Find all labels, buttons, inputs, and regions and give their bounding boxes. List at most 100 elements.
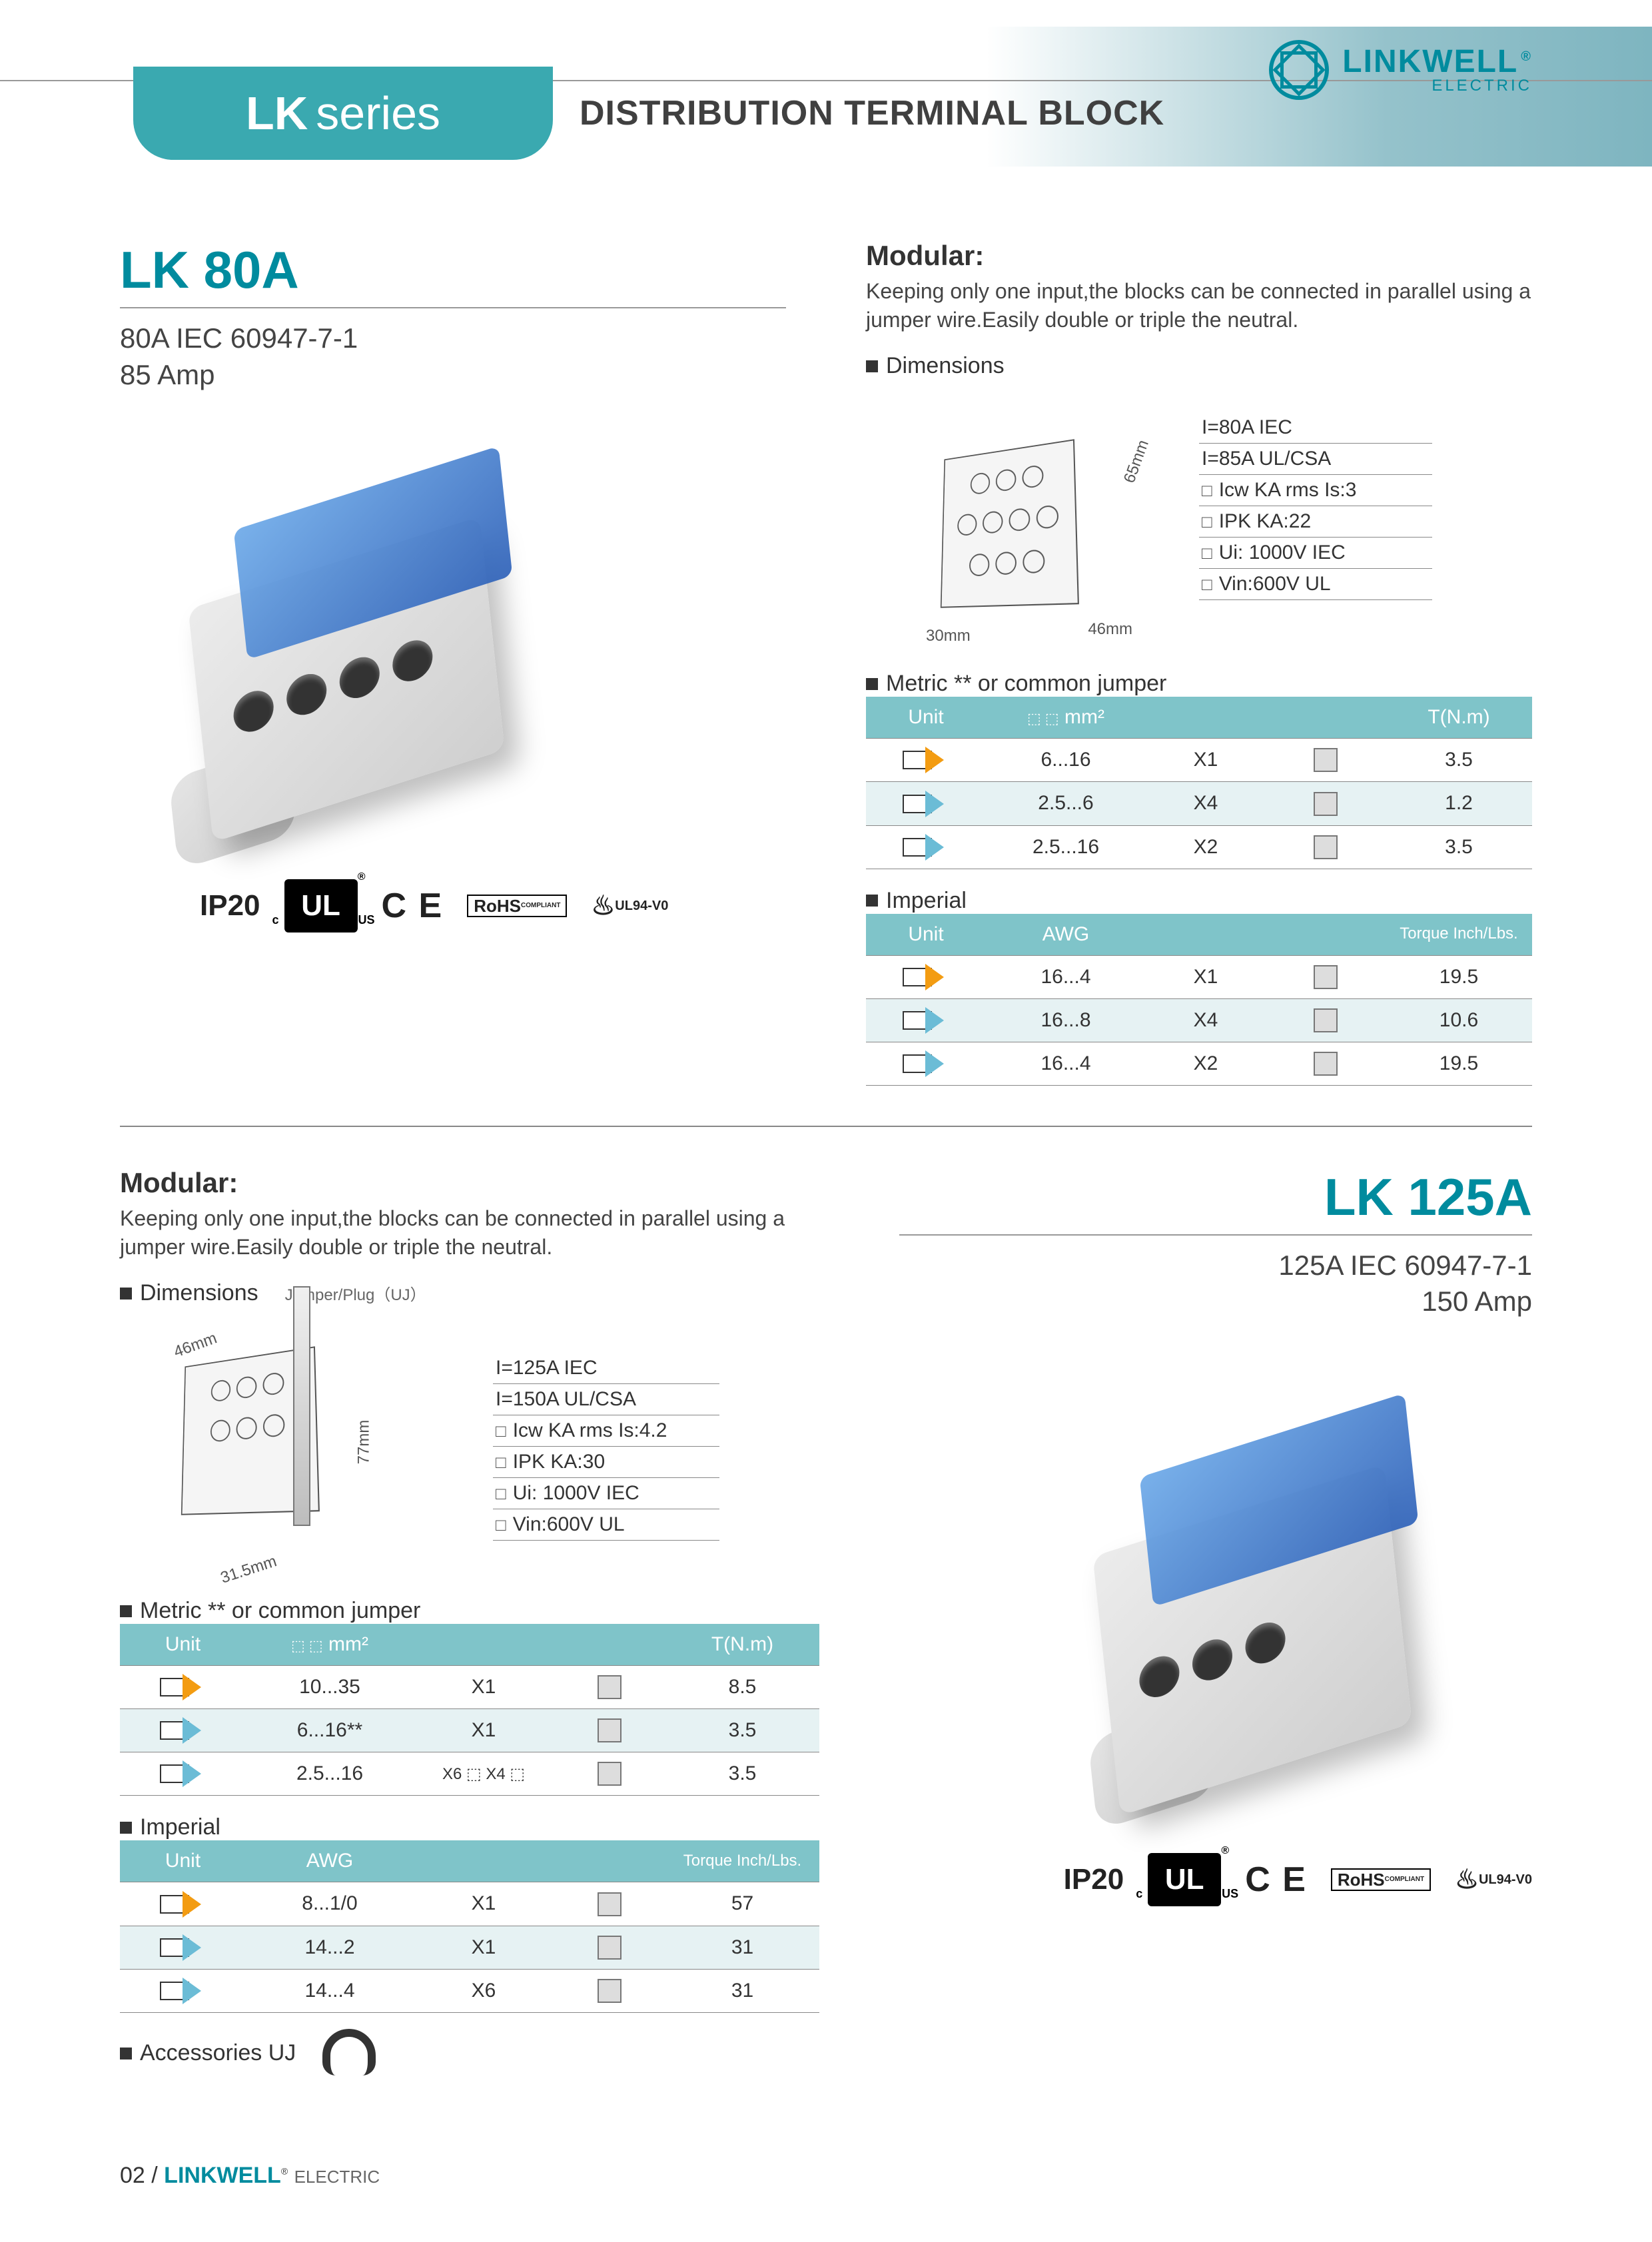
lk80a-sub1: 80A IEC 60947-7-1	[120, 320, 786, 357]
table-row: 16...4 X2 19.5	[866, 1042, 1532, 1085]
screw-icon	[1314, 835, 1338, 859]
section-divider	[120, 1126, 1532, 1127]
lk80a-product-image	[120, 413, 626, 866]
lk125a-imperial-label: Imperial	[120, 1814, 819, 1840]
lk125a-spec-list: I=125A IEC I=150A UL/CSA Icw KA rms Is:4…	[493, 1353, 719, 1541]
arrow-out-icon	[160, 1936, 206, 1960]
series-word: series	[316, 87, 440, 140]
dim-w: 31.5mm	[218, 1553, 279, 1588]
lk125a-modular-heading: Modular:	[120, 1167, 819, 1199]
lk125a-dimension-drawing: 46mm 31.5mm 77mm	[120, 1313, 466, 1579]
spec-row: I=85A UL/CSA	[1199, 444, 1432, 475]
arrow-out-icon	[903, 1052, 949, 1076]
page-number: 02	[120, 2163, 145, 2188]
brand-name: LINKWELL	[1342, 44, 1518, 79]
spec-row: Icw KA rms Is:4.2	[493, 1415, 719, 1447]
lk125a-metric-label: Metric ** or common jumper	[120, 1598, 819, 1624]
spec-row: I=125A IEC	[493, 1353, 719, 1384]
lk80a-cert-row: IP20 cULUS® C E RoHS COMPLIANT ♨ UL94-V0	[120, 879, 786, 933]
screw-icon	[598, 1762, 621, 1786]
lk80a-modular-text: Keeping only one input,the blocks can be…	[866, 277, 1532, 334]
screw-icon	[598, 1718, 621, 1742]
dim-h: 65mm	[1120, 438, 1153, 486]
lk80a-imperial-label: Imperial	[866, 888, 1532, 914]
spec-row: I=150A UL/CSA	[493, 1384, 719, 1415]
screw-icon	[598, 1675, 621, 1699]
lk125a-cert-row: IP20 cULUS® C E RoHS COMPLIANT ♨ UL94-V0	[899, 1853, 1532, 1906]
lk125a-imperial-table: Unit AWG Torque Inch/Lbs. 8...1/0 X1 57 …	[120, 1840, 819, 2012]
arrow-out-icon	[903, 835, 949, 859]
arrow-out-icon	[903, 792, 949, 816]
lk80a-title: LK 80A	[120, 240, 786, 300]
col-size: AWG	[246, 1840, 414, 1882]
rohs-badge: RoHS COMPLIANT	[467, 895, 567, 917]
lk80a-modular-heading: Modular:	[866, 240, 1532, 272]
table-row: 14...4 X6 31	[120, 1969, 819, 2012]
series-prefix: LK	[246, 87, 308, 140]
col-torque: Torque Inch/Lbs.	[665, 1840, 819, 1882]
table-row: 2.5...6 X4 1.2	[866, 782, 1532, 825]
rohs-badge: RoHS COMPLIANT	[1331, 1868, 1431, 1891]
screw-icon	[598, 1936, 621, 1960]
lk125a-product-image	[1026, 1360, 1532, 1813]
spec-row: Vin:600V UL	[493, 1509, 719, 1541]
brand-block: LINKWELL® ELECTRIC	[1269, 40, 1532, 100]
spec-row: I=80A IEC	[1199, 412, 1432, 444]
table-row: 16...8 X4 10.6	[866, 998, 1532, 1042]
lk125a-metric-table: Unit ⬚ ⬚ mm² T(N.m) 10...35 X1 8.5 6...1…	[120, 1624, 819, 1796]
spec-row: Vin:600V UL	[1199, 569, 1432, 600]
table-row: 14...2 X1 31	[120, 1926, 819, 1969]
arrow-in-icon	[903, 965, 949, 989]
col-unit: Unit	[866, 697, 986, 739]
col-unit: Unit	[120, 1840, 246, 1882]
col-torque: T(N.m)	[665, 1624, 819, 1666]
table-row: 6...16 X1 3.5	[866, 739, 1532, 782]
col-torque: T(N.m)	[1386, 697, 1532, 739]
spec-row: IPK KA:30	[493, 1447, 719, 1478]
series-tab: LK series	[133, 67, 553, 160]
screw-icon	[598, 1892, 621, 1916]
arrow-out-icon	[160, 1979, 206, 2003]
spec-row: IPK KA:22	[1199, 506, 1432, 538]
table-row: 16...4 X1 19.5	[866, 955, 1532, 998]
lk80a-metric-label: Metric ** or common jumper	[866, 671, 1532, 697]
screw-icon	[1314, 792, 1338, 816]
ul-badge-icon: cULUS®	[1148, 1853, 1221, 1906]
lk125a-sub1: 125A IEC 60947-7-1	[899, 1248, 1532, 1284]
flame-icon: ♨	[591, 893, 615, 919]
screw-icon	[1314, 1052, 1338, 1076]
lk80a-dimension-drawing: 30mm 46mm 65mm	[866, 386, 1159, 652]
lk125a-accessories-label: Accessories UJ	[120, 2040, 296, 2066]
lk80a-sub2: 85 Amp	[120, 357, 786, 394]
registered-mark: ®	[1521, 49, 1532, 64]
spec-row: Ui: 1000V IEC	[1199, 538, 1432, 569]
footer-brand-sub: ELECTRIC	[294, 2167, 380, 2187]
lk125a-title-rule	[899, 1234, 1532, 1236]
lk80a-imperial-table: Unit AWG Torque Inch/Lbs. 16...4 X1 19.5…	[866, 914, 1532, 1086]
ce-badge: C E	[1245, 1860, 1307, 1900]
page-content: LK 80A 80A IEC 60947-7-1 85 Amp IP20 cUL…	[120, 240, 1532, 2075]
lk125a-modular-text: Keeping only one input,the blocks can be…	[120, 1204, 819, 1262]
dim-h: 77mm	[355, 1420, 374, 1465]
col-unit: Unit	[866, 914, 986, 956]
ul-badge-icon: cULUS®	[284, 879, 358, 933]
screw-icon	[1314, 1008, 1338, 1032]
lk80a-title-rule	[120, 307, 786, 308]
lk125a-dimensions-label: Dimensions	[120, 1280, 258, 1306]
spec-row: Icw KA rms Is:3	[1199, 475, 1432, 506]
ul94-badge: ♨ UL94-V0	[591, 893, 668, 919]
lk80a-metric-table: Unit ⬚ ⬚ mm² T(N.m) 6...16 X1 3.5 2.5...…	[866, 697, 1532, 869]
footer-brand: LINKWELL	[164, 2163, 281, 2188]
jumper-uj-icon	[322, 2029, 376, 2075]
dim-d: 46mm	[1088, 620, 1132, 639]
lk80a-dimensions-label: Dimensions	[866, 353, 1532, 379]
page-footer: 02 / LINKWELL® ELECTRIC	[120, 2163, 380, 2189]
spec-row: Ui: 1000V IEC	[493, 1478, 719, 1509]
category-title: DISTRIBUTION TERMINAL BLOCK	[580, 93, 1164, 133]
arrow-in-icon	[160, 1892, 206, 1916]
lk125a-title: LK 125A	[899, 1167, 1532, 1228]
dim-d: 46mm	[171, 1329, 219, 1362]
ip20-badge: IP20	[1064, 1863, 1124, 1896]
arrow-out-icon	[160, 1762, 206, 1786]
table-row: 10...35 X1 8.5	[120, 1666, 819, 1709]
